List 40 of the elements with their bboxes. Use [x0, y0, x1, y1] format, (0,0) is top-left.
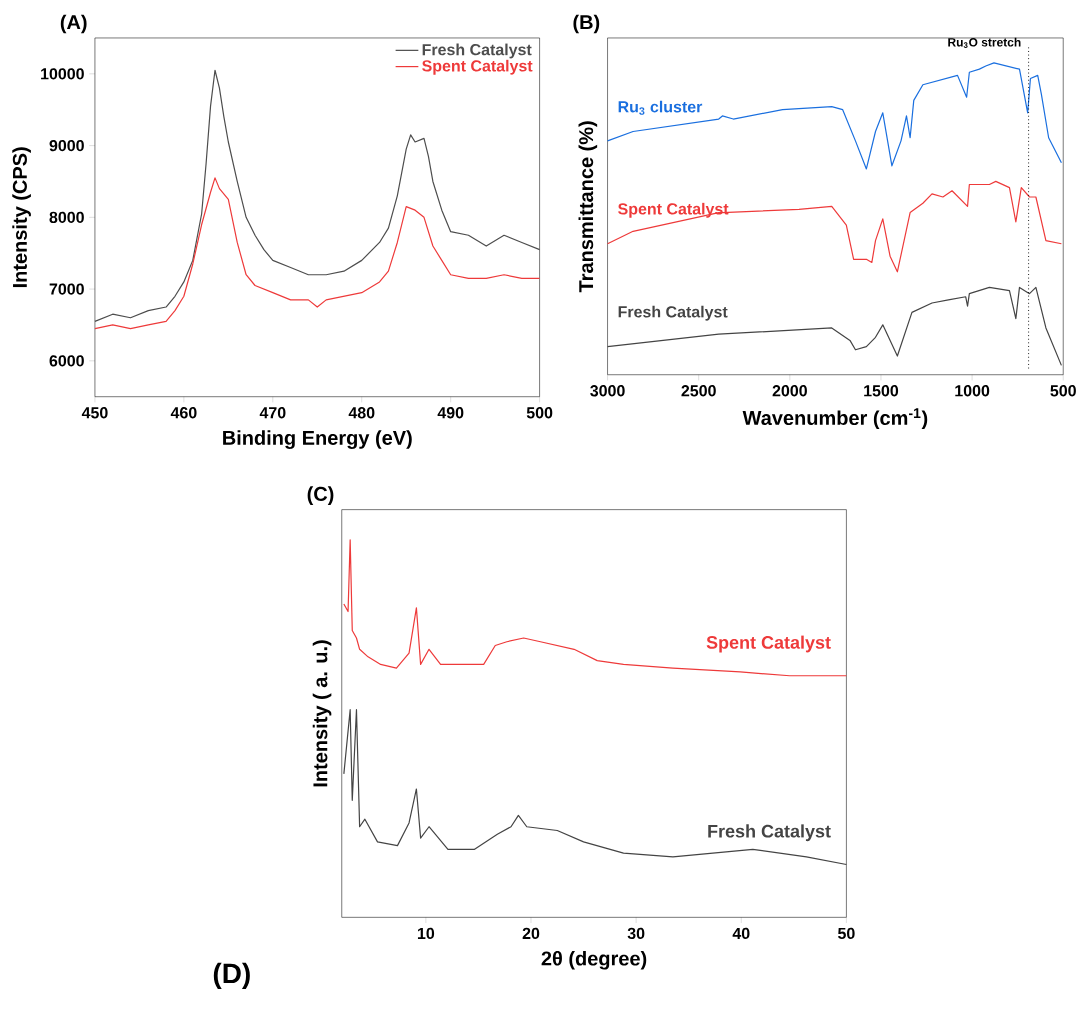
x-tick-label: 20	[522, 927, 540, 939]
y-axis-title: Intensity ( a. u.)	[312, 640, 332, 787]
x-tick-label: 10	[417, 927, 435, 939]
x-tick-label: 1000	[955, 385, 990, 397]
x-tick-label: 480	[348, 406, 375, 419]
y-tick-label: 10000	[41, 68, 84, 80]
x-tick-label: 460	[170, 406, 197, 419]
chart-title: (A)	[60, 14, 87, 34]
y-axis-title: Transmittance (%)	[578, 121, 598, 293]
x-tick-label: 1500	[864, 385, 899, 397]
series-label: Fresh Catalyst	[708, 824, 831, 842]
x-axis-title: 2θ (degree)	[541, 950, 647, 970]
y-tick-label: 7000	[49, 283, 84, 295]
ref-line-label: Ru$_{3}$O stretch	[948, 37, 1021, 48]
x-tick-label: 500	[1050, 385, 1076, 397]
x-axis-title: Wavenumber (cm$^{-1}$)	[742, 408, 928, 429]
x-tick-label: 3000	[590, 385, 625, 397]
x-tick-label: 40	[732, 927, 750, 939]
x-tick-label: 490	[437, 406, 464, 419]
legend-label: Fresh Catalyst	[422, 43, 532, 59]
legend-label: Spent Catalyst	[422, 59, 533, 75]
chart-title: (C)	[307, 486, 334, 505]
y-tick-label: 8000	[49, 211, 84, 223]
x-tick-label: 500	[526, 406, 553, 419]
x-tick-label: 2000	[772, 385, 807, 397]
x-tick-label: 30	[627, 927, 645, 939]
x-tick-label: 470	[259, 406, 286, 419]
y-axis-title: Intensity (CPS)	[12, 147, 31, 287]
y-tick-label: 9000	[49, 139, 84, 152]
series-label: Spent Catalyst	[618, 202, 729, 218]
series-label: Fresh Catalyst	[618, 305, 728, 321]
x-tick-label: 2500	[681, 385, 716, 397]
series-label: Ru$_{3}$ cluster	[618, 100, 703, 115]
text: (D)	[213, 962, 250, 989]
y-tick-label: 6000	[49, 355, 84, 367]
x-tick-label: 450	[81, 406, 108, 419]
series-label: Spent Catalyst	[706, 635, 831, 653]
chart-title: (B)	[573, 14, 600, 34]
x-tick-label: 50	[838, 927, 855, 939]
x-axis-title: Binding Energy (eV)	[223, 430, 412, 449]
